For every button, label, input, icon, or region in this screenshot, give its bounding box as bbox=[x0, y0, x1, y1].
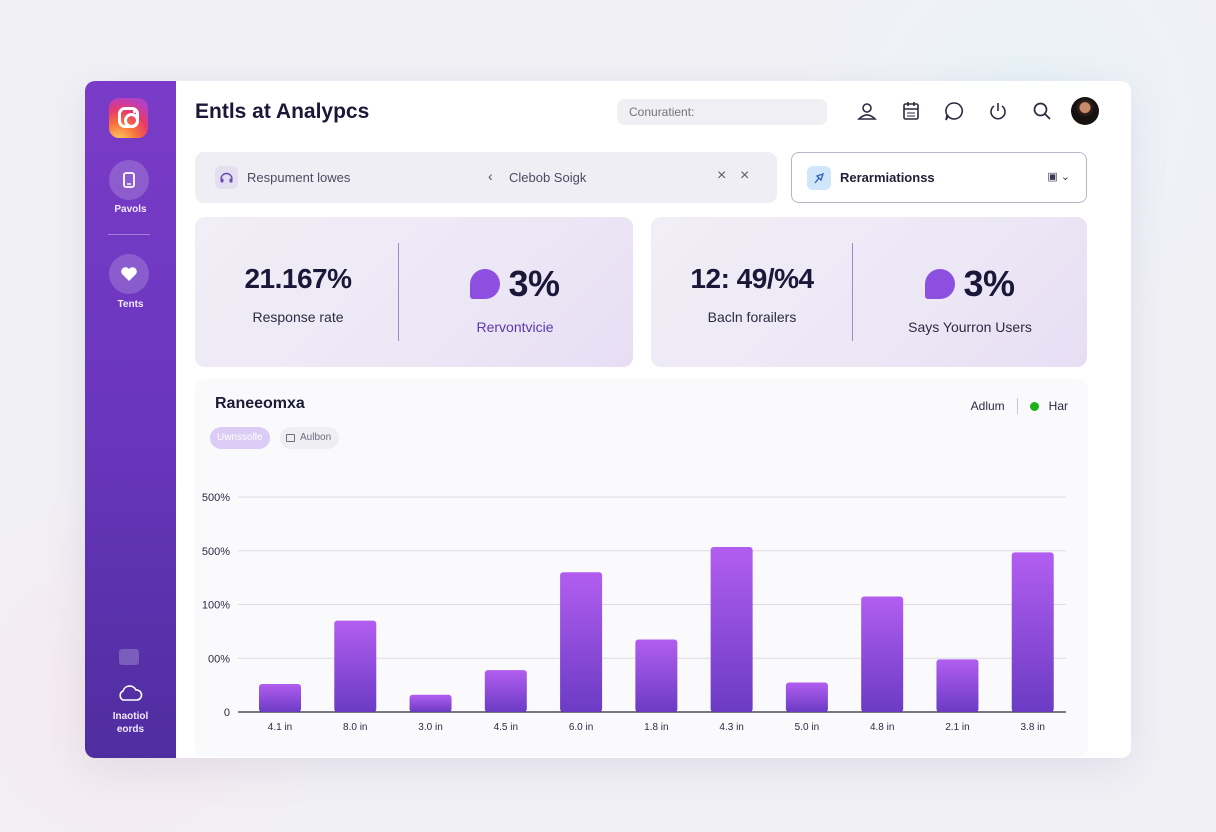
y-tick-label: 500% bbox=[202, 546, 230, 558]
x-tick-label: 6.0 in bbox=[569, 722, 593, 733]
metric-bacln-forailers: 12: 49/%4 Bacln forailers bbox=[652, 263, 852, 325]
filter-label: Respument lowes bbox=[247, 170, 351, 185]
bar-chart: 0 00% 100% 500% 500% 4.1 in 8.0 in 3.0 in 4.5 in… bbox=[202, 492, 1066, 733]
image-icon bbox=[286, 434, 295, 442]
x-tick-label: 4.8 in bbox=[870, 722, 894, 733]
dropdown-label: Rerarmiationss bbox=[840, 170, 935, 185]
filter-bar: Respument lowes ‹ Clebob Soigk × × bbox=[195, 152, 777, 203]
instagram-logo-icon[interactable] bbox=[109, 98, 148, 138]
x-tick-label: 3.8 in bbox=[1020, 722, 1044, 733]
recommendations-dropdown[interactable]: Rerarmiationss ▣ ⌄ bbox=[791, 152, 1087, 203]
bar[interactable] bbox=[936, 659, 979, 712]
bar[interactable] bbox=[334, 620, 377, 712]
y-tick-label: 100% bbox=[202, 600, 230, 612]
sidebar-item-tents[interactable] bbox=[109, 254, 149, 294]
bar[interactable] bbox=[785, 682, 828, 712]
metric-card-2: 12: 49/%4 Bacln forailers 3% Says Yourro… bbox=[651, 217, 1087, 367]
bar[interactable] bbox=[409, 694, 452, 712]
phone-icon bbox=[123, 172, 135, 188]
chart-card: Raneeomxa Adlum Har Uwnssolle Aulbon 0 00… bbox=[195, 379, 1088, 757]
metric-label: Says Yourron Users bbox=[908, 319, 1032, 335]
sidebar-item-pavols[interactable] bbox=[109, 160, 149, 200]
bar[interactable] bbox=[484, 670, 527, 712]
bar[interactable] bbox=[861, 596, 904, 712]
page-title: Entls at Analypcs bbox=[195, 100, 370, 123]
x-tick-label: 4.1 in bbox=[268, 722, 292, 733]
metric-divider bbox=[398, 243, 399, 341]
y-tick-label: 00% bbox=[208, 653, 230, 665]
filter-value[interactable]: Clebob Soigk bbox=[509, 170, 587, 185]
chat-icon[interactable] bbox=[943, 100, 965, 122]
x-tick-label: 3.0 in bbox=[418, 722, 442, 733]
avatar[interactable] bbox=[1071, 97, 1099, 125]
power-icon[interactable] bbox=[987, 100, 1009, 122]
calendar-icon[interactable] bbox=[900, 100, 922, 122]
legend-right-label[interactable]: Har bbox=[1048, 399, 1068, 413]
metric-divider bbox=[852, 243, 853, 341]
close-icon[interactable]: × bbox=[717, 167, 727, 184]
search-icon[interactable] bbox=[1031, 100, 1053, 122]
bar[interactable] bbox=[259, 684, 301, 712]
chevron-left-icon[interactable]: ‹ bbox=[488, 168, 493, 184]
x-tick-label: 1.8 in bbox=[644, 722, 668, 733]
metric-says-users: 3% Says Yourron Users bbox=[870, 263, 1070, 335]
headset-icon bbox=[215, 166, 238, 189]
chart-legend: Adlum Har bbox=[971, 398, 1068, 414]
share-icon bbox=[807, 166, 831, 190]
cloud-icon[interactable] bbox=[117, 684, 143, 702]
chart-filter-pill-active[interactable]: Uwnssolle bbox=[210, 427, 270, 449]
sidebar: Pavols Tents Inaotiol eords bbox=[85, 81, 176, 758]
y-tick-label: 500% bbox=[202, 492, 230, 504]
x-tick-label: 2.1 in bbox=[945, 722, 969, 733]
sidebar-square-icon[interactable] bbox=[119, 649, 139, 665]
metric-value: 12: 49/%4 bbox=[690, 263, 814, 294]
x-tick-label: 4.5 in bbox=[494, 722, 518, 733]
sidebar-item-label: Tents bbox=[117, 299, 144, 310]
sidebar-bottom-label-2: eords bbox=[116, 724, 145, 735]
metric-response-rate: 21.167% Response rate bbox=[198, 263, 398, 325]
metric-card-1: 21.167% Response rate 3% Rervontvicie bbox=[195, 217, 633, 367]
x-tick-label: 8.0 in bbox=[343, 722, 367, 733]
chat-bubble-icon bbox=[925, 269, 956, 299]
metric-label: Response rate bbox=[252, 309, 344, 325]
bar[interactable] bbox=[560, 572, 603, 712]
chart-title: Raneeomxa bbox=[215, 395, 305, 412]
y-tick-label: 0 bbox=[224, 707, 230, 719]
sidebar-item-label: Pavols bbox=[114, 204, 147, 215]
legend-left-label[interactable]: Adlum bbox=[970, 399, 1005, 413]
metric-value: 3% bbox=[508, 263, 560, 304]
metric-label: Rervontvicie bbox=[476, 319, 554, 335]
bar[interactable] bbox=[710, 546, 753, 712]
legend-dot bbox=[1029, 401, 1039, 411]
app-window: Pavols Tents Inaotiol eords Entls at Ana… bbox=[85, 81, 1131, 758]
metric-label: Bacln forailers bbox=[707, 309, 797, 325]
x-tick-label: 5.0 in bbox=[795, 722, 819, 733]
heart-icon bbox=[121, 267, 137, 281]
sidebar-divider bbox=[108, 234, 150, 235]
metric-value: 3% bbox=[963, 263, 1015, 304]
chat-bubble-icon bbox=[470, 269, 501, 299]
bar[interactable] bbox=[1011, 552, 1054, 712]
search-input[interactable] bbox=[617, 99, 827, 125]
user-icon[interactable] bbox=[856, 100, 878, 122]
chart-filter-pill[interactable]: Aulbon bbox=[280, 427, 340, 449]
pill-label: Aulbon bbox=[300, 432, 332, 443]
chevron-down-icon[interactable]: ▣ ⌄ bbox=[1047, 171, 1070, 183]
bar[interactable] bbox=[635, 639, 678, 712]
close-icon[interactable]: × bbox=[740, 167, 750, 184]
sidebar-bottom-label-1: Inaotiol bbox=[112, 711, 149, 722]
metric-rervontvicie: 3% Rervontvicie bbox=[415, 263, 615, 335]
metric-value: 21.167% bbox=[244, 263, 352, 294]
x-tick-label: 4.3 in bbox=[719, 722, 743, 733]
